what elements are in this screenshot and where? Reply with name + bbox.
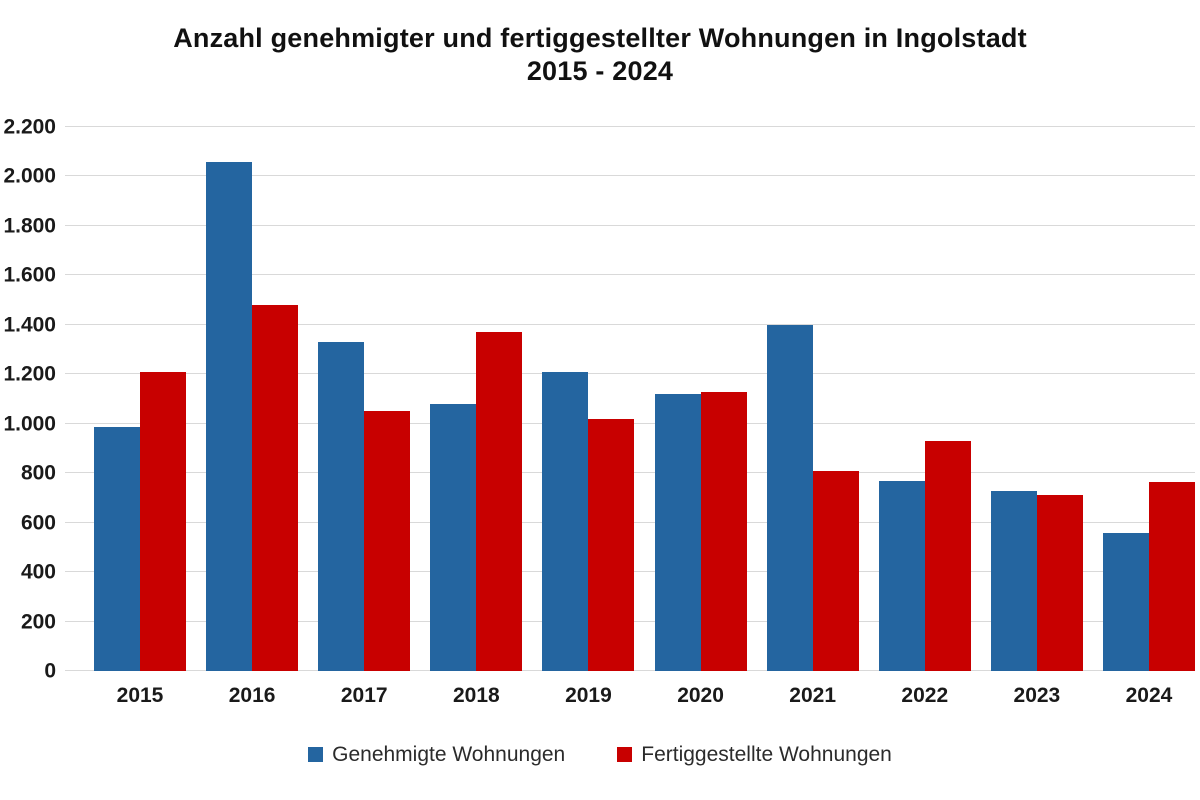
x-tick-label-2022: 2022 bbox=[901, 684, 949, 707]
x-tick-label-2017: 2017 bbox=[340, 684, 388, 707]
bar-2021-fertiggestellte bbox=[812, 470, 859, 671]
y-tick-label: 200 bbox=[20, 610, 56, 634]
bar-2019-genehmigte bbox=[542, 371, 589, 671]
legend-item-fertiggestellte: Fertiggestellte Wohnungen bbox=[617, 744, 892, 765]
bar-group-2020: 2020 bbox=[654, 127, 747, 706]
bar-group-2019: 2019 bbox=[542, 127, 635, 706]
x-tick-label-2019: 2019 bbox=[565, 684, 612, 707]
y-tick-label: 1.000 bbox=[3, 412, 56, 436]
bar-group-2022: 2022 bbox=[878, 127, 971, 706]
gridline-2.200 bbox=[65, 126, 1195, 127]
legend: Genehmigte Wohnungen Fertiggestellte Wohn… bbox=[0, 744, 1200, 765]
bar-group-2024: 2024 bbox=[1102, 127, 1195, 706]
x-tick-label-2023: 2023 bbox=[1013, 684, 1061, 707]
bar-group-2017: 2017 bbox=[318, 127, 411, 706]
x-tick-label-2016: 2016 bbox=[228, 684, 276, 707]
y-tick-label: 1.200 bbox=[3, 362, 56, 386]
bar-groups: 2015 2016 2017 2018 2019 2020 2021 2022 2023 2024 bbox=[65, 127, 1195, 706]
bar-2019-fertiggestellte bbox=[588, 418, 635, 671]
bar-group-2016: 2016 bbox=[206, 127, 299, 706]
x-tick-label-2024: 2024 bbox=[1125, 684, 1173, 707]
plot-area: 2015 2016 2017 2018 2019 2020 2021 2022 2023 2024 bbox=[65, 126, 1195, 706]
y-tick-label: 0 bbox=[44, 659, 56, 683]
y-axis: 0 200 400 600 800 1.000 1.200 1.400 1.600 1.800 2.… bbox=[0, 117, 56, 682]
gridline-1.600 bbox=[65, 274, 1195, 276]
y-tick-label: 2.000 bbox=[3, 164, 56, 188]
y-tick-label: 800 bbox=[20, 461, 56, 485]
chart-subtitle: 2015 - 2024 bbox=[526, 56, 674, 86]
gridline-2.000 bbox=[65, 175, 1195, 177]
bar-2023-genehmigte bbox=[990, 490, 1037, 671]
x-tick-label-2020: 2020 bbox=[677, 684, 724, 707]
bar-group-2018: 2018 bbox=[430, 127, 523, 706]
bar-2020-genehmigte bbox=[654, 394, 701, 671]
chart-title: Anzahl genehmigter und fertiggestellter … bbox=[173, 23, 1027, 53]
legend-swatch-icon bbox=[617, 747, 633, 762]
gridline-1.200 bbox=[65, 373, 1195, 375]
legend-label: Genehmigte Wohnungen bbox=[332, 743, 566, 766]
legend-label: Fertiggestellte Wohnungen bbox=[641, 743, 892, 766]
legend-item-genehmigte: Genehmigte Wohnungen bbox=[308, 744, 565, 765]
bar-2021-genehmigte bbox=[766, 324, 813, 671]
bar-2024-genehmigte bbox=[1102, 532, 1149, 671]
y-tick-label: 1.800 bbox=[3, 214, 56, 238]
bar-2022-genehmigte bbox=[878, 480, 925, 671]
bar-group-2015: 2015 bbox=[94, 127, 186, 706]
bar-group-2021: 2021 bbox=[766, 127, 859, 706]
bar-2016-genehmigte bbox=[206, 161, 253, 671]
x-tick-label-2018: 2018 bbox=[452, 684, 500, 707]
y-tick-label: 2.200 bbox=[3, 115, 56, 139]
bar-2015-genehmigte bbox=[94, 427, 140, 671]
legend-swatch-icon bbox=[308, 747, 324, 762]
bar-2018-fertiggestellte bbox=[476, 332, 523, 671]
bar-2024-fertiggestellte bbox=[1148, 481, 1195, 671]
bar-2016-fertiggestellte bbox=[252, 305, 299, 671]
y-tick-label: 400 bbox=[20, 560, 56, 584]
gridline-1.800 bbox=[65, 224, 1195, 226]
bar-2015-fertiggestellte bbox=[140, 371, 186, 671]
bar-2018-genehmigte bbox=[430, 403, 477, 671]
title-block: Anzahl genehmigter und fertiggestellter … bbox=[0, 22, 1200, 88]
bar-2020-fertiggestellte bbox=[700, 391, 747, 671]
bar-group-2023: 2023 bbox=[990, 127, 1083, 706]
x-tick-label-2021: 2021 bbox=[789, 684, 837, 707]
bar-2017-genehmigte bbox=[318, 342, 365, 671]
y-tick-label: 1.400 bbox=[3, 313, 56, 337]
bar-2017-fertiggestellte bbox=[364, 411, 411, 671]
x-tick-label-2015: 2015 bbox=[116, 684, 164, 707]
bar-2022-fertiggestellte bbox=[924, 441, 971, 671]
y-tick-label: 1.600 bbox=[3, 263, 56, 287]
gridline-1.400 bbox=[65, 323, 1195, 325]
y-tick-label: 600 bbox=[20, 511, 56, 535]
bar-2023-fertiggestellte bbox=[1036, 495, 1083, 671]
